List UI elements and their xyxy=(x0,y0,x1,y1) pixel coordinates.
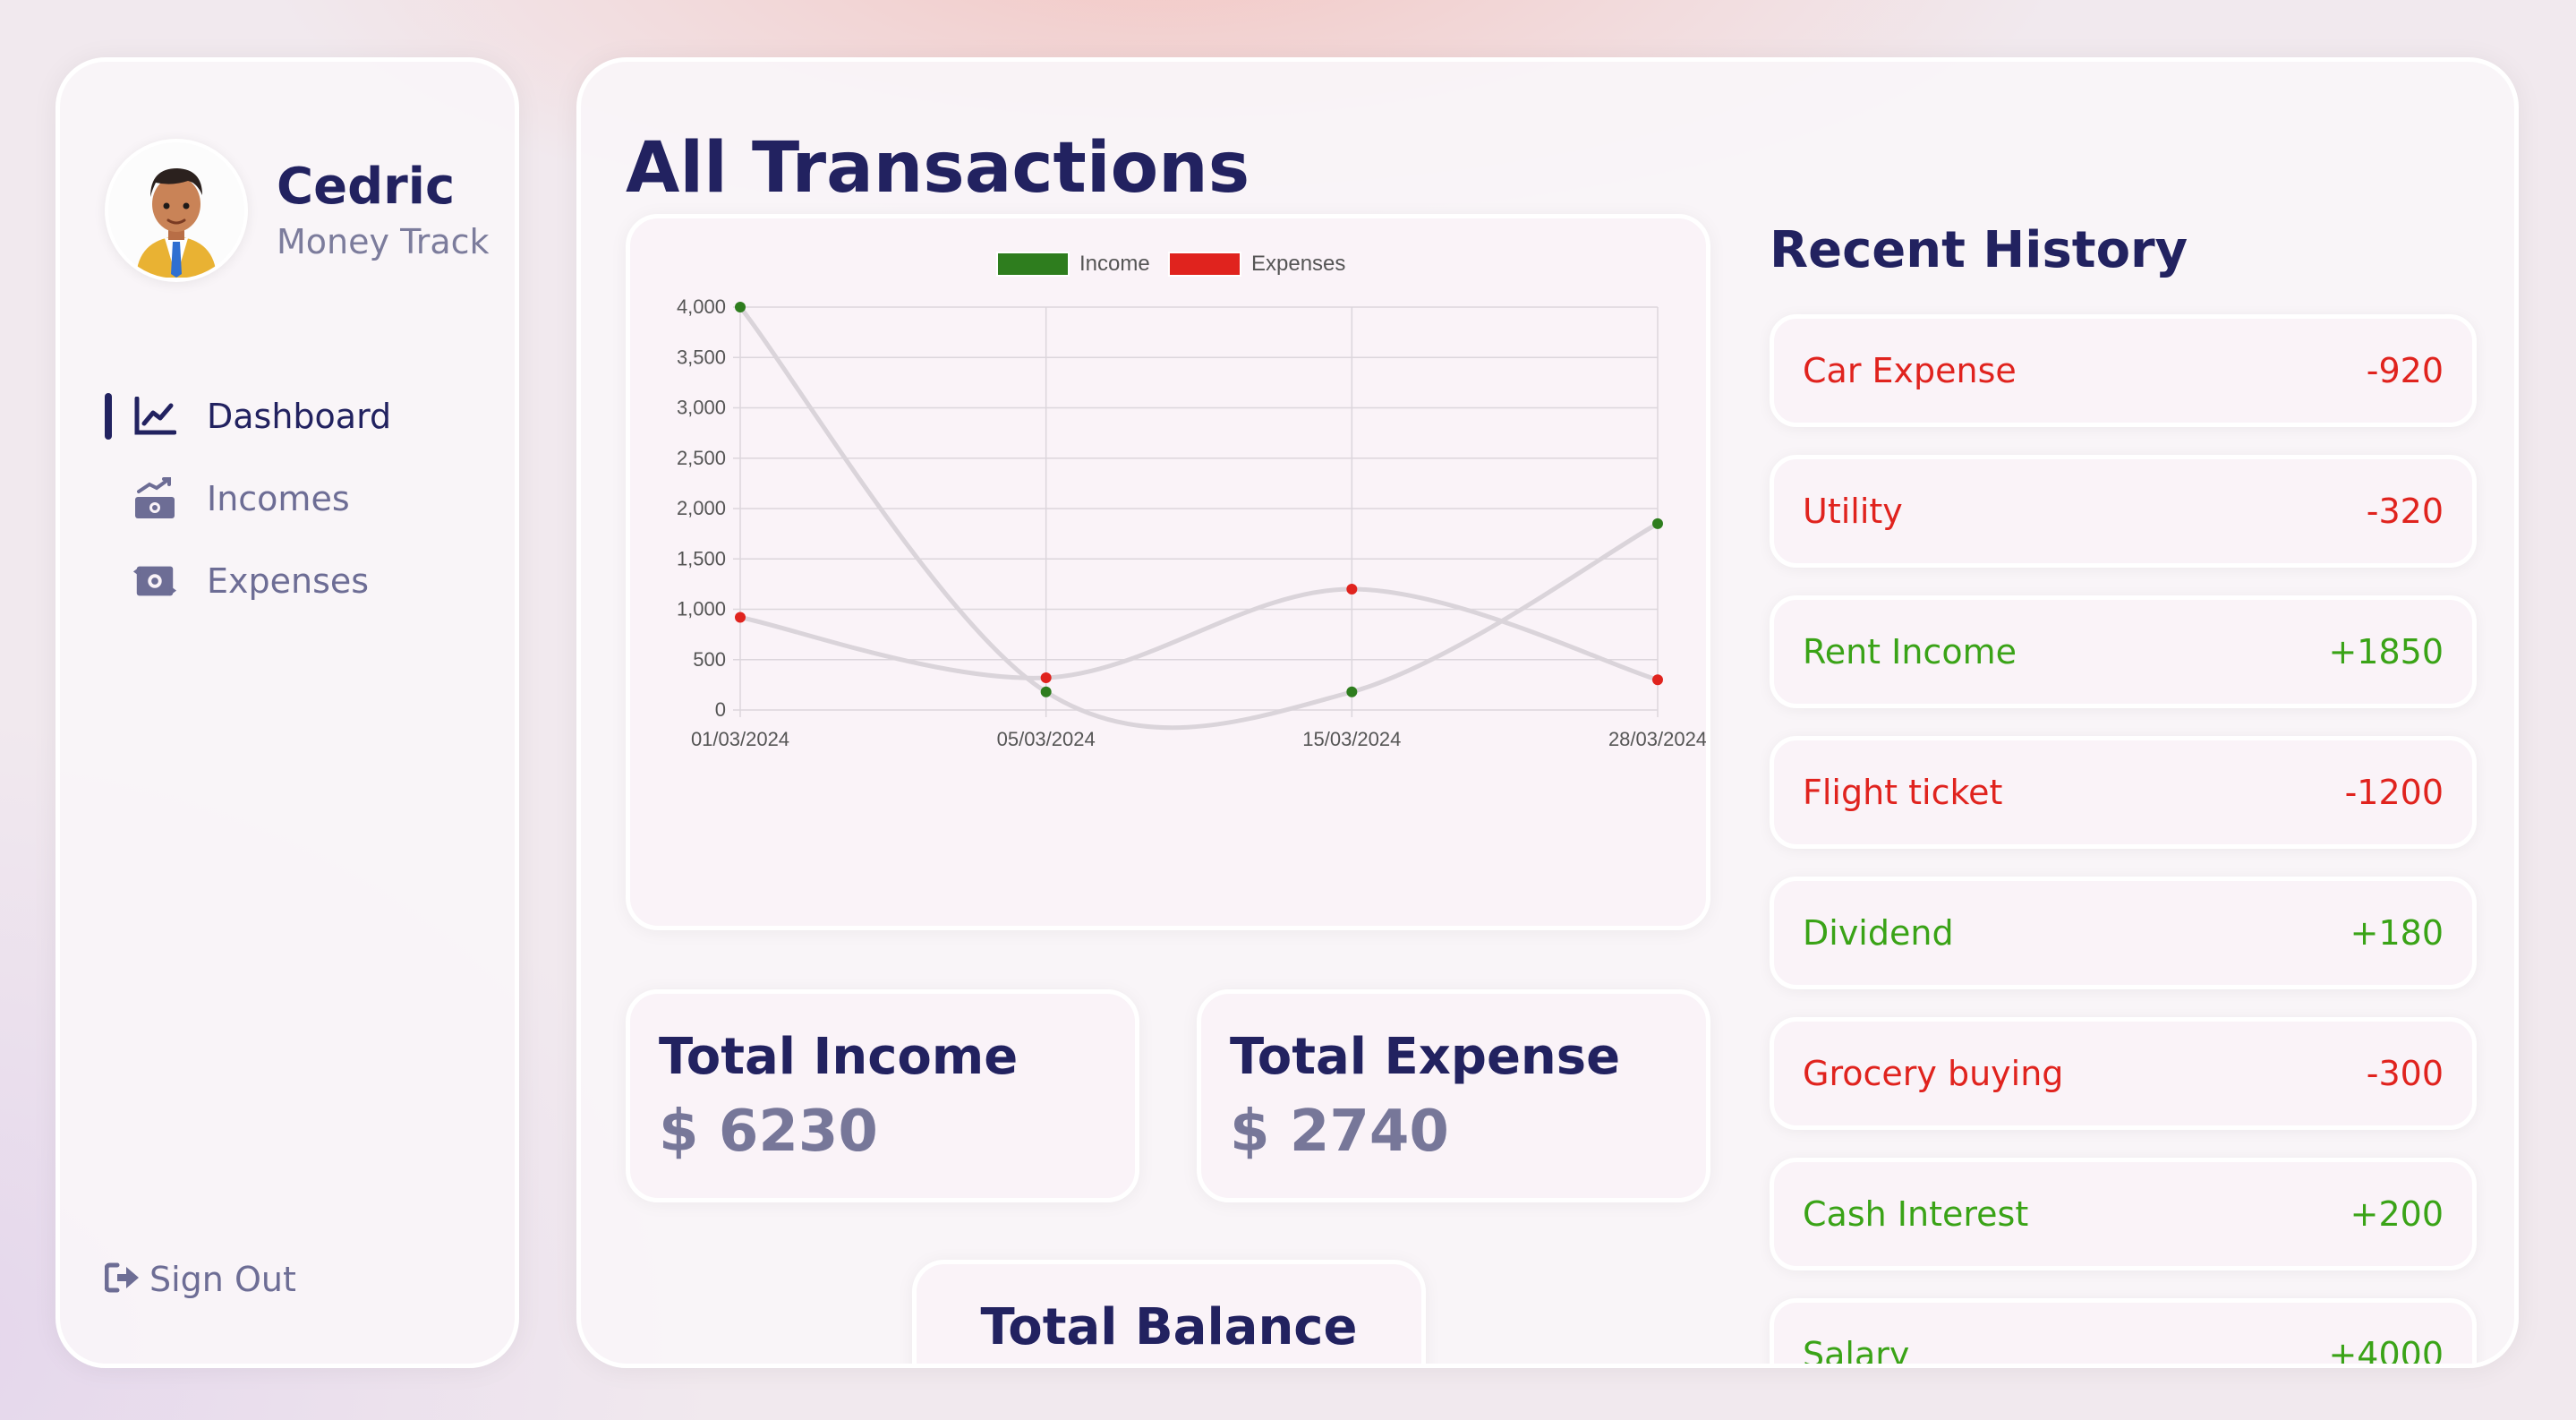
sidebar-item-dashboard[interactable]: Dashboard xyxy=(105,375,481,458)
transactions-chart: 0 500 1,000 1,500 2,000 2,500 3,000 3,500 4,000 0… xyxy=(677,252,1706,750)
legend-swatch-income xyxy=(996,252,1070,277)
legend-swatch-expenses xyxy=(1168,252,1241,277)
legend-label-expenses: Expenses xyxy=(1251,252,1345,276)
history-item-label: Rent Income xyxy=(1803,632,2017,672)
sidebar-item-label: Expenses xyxy=(207,561,370,601)
history-item: Salary +4000 xyxy=(1770,1298,2477,1368)
sign-out-label: Sign Out xyxy=(149,1260,296,1299)
history-item-amount: +180 xyxy=(2350,913,2444,953)
sidebar-item-expenses[interactable]: Expenses xyxy=(105,540,481,622)
total-income-label: Total Income xyxy=(659,1028,1019,1086)
history-item-amount: +1850 xyxy=(2328,632,2444,672)
history-item-amount: +4000 xyxy=(2328,1335,2444,1368)
total-balance-label: Total Balance xyxy=(980,1298,1358,1356)
y-tick-label: 2,500 xyxy=(677,447,726,469)
data-point-expenses xyxy=(1346,584,1358,595)
data-point-income xyxy=(1652,518,1663,529)
history-item: Car Expense -920 xyxy=(1770,314,2477,427)
history-item-amount: +200 xyxy=(2350,1194,2444,1234)
sidebar-nav: Dashboard Incomes xyxy=(105,375,481,622)
history-item-label: Grocery buying xyxy=(1803,1054,2064,1093)
series-line-expenses xyxy=(739,586,1659,682)
y-tick-label: 1,000 xyxy=(677,598,726,620)
total-income-card: Total Income $ 6230 xyxy=(626,989,1139,1202)
total-expense-label: Total Expense xyxy=(1230,1028,1621,1086)
history-item: Rent Income +1850 xyxy=(1770,595,2477,708)
y-tick-label: 2,000 xyxy=(677,497,726,519)
profile-name: Cedric xyxy=(277,158,456,217)
history-item-label: Flight ticket xyxy=(1803,773,2003,812)
y-tick-label: 500 xyxy=(693,648,726,671)
profile-subtitle: Money Track xyxy=(277,221,490,261)
history-item: Utility -320 xyxy=(1770,455,2477,568)
history-item: Flight ticket -1200 xyxy=(1770,736,2477,849)
x-tick-label: 15/03/2024 xyxy=(1302,728,1401,750)
total-income-value: $ 6230 xyxy=(659,1099,878,1165)
data-point-income xyxy=(1040,686,1052,697)
history-item-label: Cash Interest xyxy=(1803,1194,2029,1234)
x-tick-label: 28/03/2024 xyxy=(1608,728,1706,750)
history-item-label: Dividend xyxy=(1803,913,1954,953)
y-tick-label: 3,000 xyxy=(677,397,726,419)
data-point-expenses xyxy=(735,612,746,623)
total-expense-value: $ 2740 xyxy=(1230,1099,1449,1165)
history-item-amount: -300 xyxy=(2366,1054,2444,1093)
avatar-illustration xyxy=(136,168,217,278)
money-bill-transfer-icon xyxy=(132,558,178,604)
history-item-label: Car Expense xyxy=(1803,351,2017,390)
x-tick-label: 05/03/2024 xyxy=(997,728,1096,750)
y-tick-label: 3,500 xyxy=(677,346,726,368)
x-tick-label: 01/03/2024 xyxy=(691,728,789,750)
recent-history-list: Car Expense -920 Utility -320 Rent Incom… xyxy=(1770,314,2477,1368)
sidebar-item-label: Incomes xyxy=(207,479,350,518)
avatar xyxy=(105,139,248,282)
main-panel: All Transactions 0 500 1,000 1,500 2,000 2,50… xyxy=(576,57,2519,1368)
data-point-income xyxy=(735,302,746,312)
sidebar-item-label: Dashboard xyxy=(207,397,392,436)
history-item: Dividend +180 xyxy=(1770,877,2477,989)
money-trend-icon xyxy=(132,475,178,522)
chart-line-icon xyxy=(132,393,178,440)
history-item: Cash Interest +200 xyxy=(1770,1158,2477,1270)
series-line-income xyxy=(738,305,1659,731)
sign-out-button[interactable]: Sign Out xyxy=(104,1260,296,1299)
y-tick-label: 4,000 xyxy=(677,295,726,318)
y-tick-label: 1,500 xyxy=(677,547,726,569)
sign-out-icon xyxy=(104,1262,141,1297)
history-item-label: Utility xyxy=(1803,492,1903,531)
y-tick-label: 0 xyxy=(715,698,726,721)
history-item-label: Salary xyxy=(1803,1335,1910,1368)
page-title: All Transactions xyxy=(626,128,1250,209)
data-point-expenses xyxy=(1652,674,1663,686)
recent-history-title: Recent History xyxy=(1770,221,2188,279)
data-point-expenses xyxy=(1040,672,1052,683)
history-item-amount: -320 xyxy=(2366,492,2444,531)
sidebar-item-incomes[interactable]: Incomes xyxy=(105,458,481,540)
history-item-amount: -1200 xyxy=(2344,773,2444,812)
profile: Cedric Money Track xyxy=(105,139,490,282)
sidebar: Cedric Money Track Dashboard xyxy=(55,57,519,1368)
history-item: Grocery buying -300 xyxy=(1770,1017,2477,1130)
transactions-chart-card: 0 500 1,000 1,500 2,000 2,500 3,000 3,500 4,000 0… xyxy=(626,214,1710,930)
total-expense-card: Total Expense $ 2740 xyxy=(1197,989,1710,1202)
data-point-income xyxy=(1346,686,1358,697)
total-balance-card: Total Balance xyxy=(912,1260,1426,1364)
legend-label-income: Income xyxy=(1079,252,1150,276)
history-item-amount: -920 xyxy=(2366,351,2444,390)
